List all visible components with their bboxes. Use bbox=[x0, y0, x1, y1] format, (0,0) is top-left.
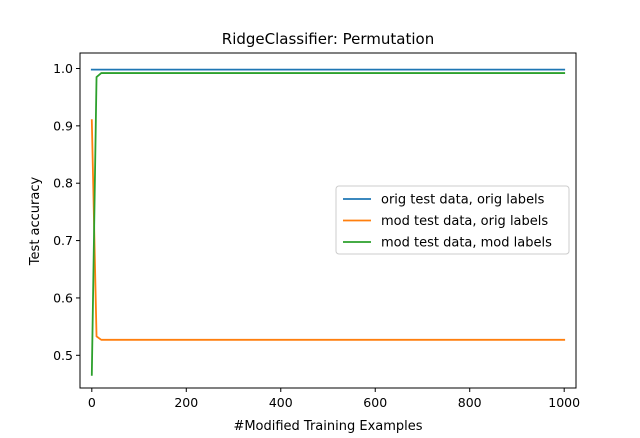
y-tick-label: 0.5 bbox=[53, 348, 73, 363]
series-line-2 bbox=[90, 119, 566, 341]
legend-label-3: mod test data, mod labels bbox=[381, 236, 552, 251]
x-tick-label: 200 bbox=[174, 395, 198, 410]
legend: orig test data, orig labels mod test data… bbox=[335, 185, 570, 255]
chart-title: RidgeClassifier: Permutation bbox=[222, 30, 434, 48]
y-axis-label: Test accuracy bbox=[28, 177, 43, 267]
legend-label-2: mod test data, orig labels bbox=[381, 214, 548, 229]
plot-frame bbox=[79, 52, 577, 389]
y-tick-label: 1.0 bbox=[53, 61, 73, 76]
x-tick-label: 800 bbox=[458, 395, 482, 410]
y-tick-label: 0.7 bbox=[53, 233, 73, 248]
legend-label-1: orig test data, orig labels bbox=[381, 193, 545, 208]
x-tick-label: 1000 bbox=[548, 395, 580, 410]
y-axis-ticks: 0.5 0.6 0.7 0.8 0.9 1.0 bbox=[53, 61, 80, 363]
y-tick-label: 0.9 bbox=[53, 118, 73, 133]
legend-box bbox=[335, 185, 570, 255]
x-axis-ticks: 0 200 400 600 800 1000 bbox=[88, 388, 580, 410]
x-axis-label: #Modified Training Examples bbox=[233, 419, 422, 434]
series-layer bbox=[90, 68, 566, 376]
series-line-3 bbox=[90, 72, 566, 376]
x-tick-label: 0 bbox=[88, 395, 96, 410]
x-tick-label: 600 bbox=[363, 395, 387, 410]
y-tick-label: 0.8 bbox=[53, 176, 73, 191]
y-tick-label: 0.6 bbox=[53, 290, 73, 305]
x-tick-label: 400 bbox=[269, 395, 293, 410]
